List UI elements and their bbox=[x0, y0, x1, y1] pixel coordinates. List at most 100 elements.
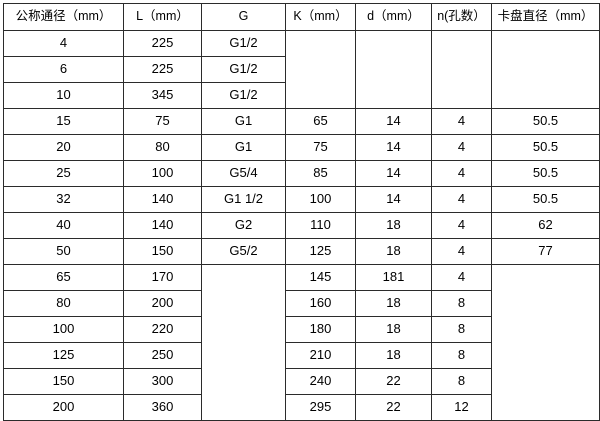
cell-hole-count: 8 bbox=[431, 290, 492, 317]
cell-d: 18 bbox=[355, 212, 432, 239]
cell-k: 240 bbox=[285, 368, 356, 395]
table-header-row: 公称通径（mm） L（mm） G K（mm） d（mm） n(孔数） 卡盘直径（… bbox=[3, 3, 600, 31]
cell-hole-count: 4 bbox=[431, 186, 492, 213]
table-row: 32 140 G1 1/2 100 14 4 50.5 bbox=[3, 186, 600, 213]
cell-length: 300 bbox=[123, 368, 202, 395]
cell-nominal-diameter: 40 bbox=[3, 212, 124, 239]
cell-length: 140 bbox=[123, 186, 202, 213]
cell-length: 75 bbox=[123, 108, 202, 135]
cell-chuck-diameter: 62 bbox=[491, 212, 600, 239]
cell-k: 75 bbox=[285, 134, 356, 161]
cell-length: 140 bbox=[123, 212, 202, 239]
cell-nominal-diameter: 100 bbox=[3, 316, 124, 343]
cell-thread: G1/2 bbox=[201, 56, 286, 83]
cell-thread: G5/4 bbox=[201, 160, 286, 187]
table-row: 65 170 145 181 4 bbox=[3, 264, 600, 421]
cell-thread: G1/2 bbox=[201, 82, 286, 109]
table-row: 15 75 G1 65 14 4 50.5 bbox=[3, 108, 600, 135]
cell-nominal-diameter: 65 bbox=[3, 264, 124, 291]
cell-thread: G1 1/2 bbox=[201, 186, 286, 213]
cell-k: 210 bbox=[285, 342, 356, 369]
cell-d: 181 bbox=[355, 264, 432, 291]
cell-thread: G2 bbox=[201, 212, 286, 239]
cell-length: 200 bbox=[123, 290, 202, 317]
table-row: 4 225 G1/2 bbox=[3, 30, 600, 109]
table-row: 50 150 G5/2 125 18 4 77 bbox=[3, 238, 600, 265]
specification-table-container: 公称通径（mm） L（mm） G K（mm） d（mm） n(孔数） 卡盘直径（… bbox=[0, 3, 600, 421]
cell-nominal-diameter: 200 bbox=[3, 394, 124, 421]
cell-hole-count-empty-block bbox=[431, 30, 492, 109]
cell-length: 360 bbox=[123, 394, 202, 421]
cell-nominal-diameter: 25 bbox=[3, 160, 124, 187]
column-header-nominal-diameter: 公称通径（mm） bbox=[3, 3, 124, 31]
cell-k: 85 bbox=[285, 160, 356, 187]
cell-k: 100 bbox=[285, 186, 356, 213]
cell-nominal-diameter: 10 bbox=[3, 82, 124, 109]
table-row: 10 345 G1/2 bbox=[3, 82, 600, 109]
cell-d: 22 bbox=[355, 368, 432, 395]
cell-thread: G5/2 bbox=[201, 238, 286, 265]
cell-hole-count: 8 bbox=[431, 316, 492, 343]
cell-d: 14 bbox=[355, 186, 432, 213]
cell-d: 18 bbox=[355, 316, 432, 343]
cell-nominal-diameter: 20 bbox=[3, 134, 124, 161]
cell-length: 345 bbox=[123, 82, 202, 109]
cell-d: 22 bbox=[355, 394, 432, 421]
cell-length: 100 bbox=[123, 160, 202, 187]
column-header-d: d（mm） bbox=[355, 3, 432, 31]
cell-chuck-diameter: 50.5 bbox=[491, 134, 600, 161]
cell-nominal-diameter: 4 bbox=[3, 30, 124, 57]
column-header-length: L（mm） bbox=[123, 3, 202, 31]
cell-hole-count: 4 bbox=[431, 108, 492, 135]
column-header-thread: G bbox=[201, 3, 286, 31]
cell-length: 225 bbox=[123, 30, 202, 57]
cell-chuck-diameter: 50.5 bbox=[491, 108, 600, 135]
specification-table: 公称通径（mm） L（mm） G K（mm） d（mm） n(孔数） 卡盘直径（… bbox=[3, 3, 600, 421]
cell-k: 180 bbox=[285, 316, 356, 343]
cell-nominal-diameter: 125 bbox=[3, 342, 124, 369]
column-header-chuck-diameter: 卡盘直径（mm） bbox=[491, 3, 600, 31]
table-row: 100 220 180 18 8 bbox=[3, 316, 600, 343]
cell-nominal-diameter: 6 bbox=[3, 56, 124, 83]
cell-thread-empty-block bbox=[201, 264, 286, 421]
cell-length: 80 bbox=[123, 134, 202, 161]
cell-k-empty-block bbox=[285, 30, 356, 109]
cell-hole-count: 4 bbox=[431, 264, 492, 291]
cell-d: 14 bbox=[355, 160, 432, 187]
cell-k: 145 bbox=[285, 264, 356, 291]
cell-d: 18 bbox=[355, 290, 432, 317]
cell-chuck-diameter-empty-block-top bbox=[491, 30, 600, 109]
cell-k: 110 bbox=[285, 212, 356, 239]
cell-length: 225 bbox=[123, 56, 202, 83]
cell-chuck-diameter: 50.5 bbox=[491, 186, 600, 213]
cell-length: 150 bbox=[123, 238, 202, 265]
cell-thread: G1 bbox=[201, 134, 286, 161]
cell-nominal-diameter: 15 bbox=[3, 108, 124, 135]
cell-d-empty-block bbox=[355, 30, 432, 109]
cell-chuck-diameter: 77 bbox=[491, 238, 600, 265]
cell-hole-count: 4 bbox=[431, 212, 492, 239]
cell-length: 170 bbox=[123, 264, 202, 291]
cell-d: 18 bbox=[355, 342, 432, 369]
cell-hole-count: 12 bbox=[431, 394, 492, 421]
cell-k: 125 bbox=[285, 238, 356, 265]
cell-hole-count: 4 bbox=[431, 134, 492, 161]
cell-k: 65 bbox=[285, 108, 356, 135]
cell-k: 295 bbox=[285, 394, 356, 421]
column-header-k: K（mm） bbox=[285, 3, 356, 31]
table-row: 25 100 G5/4 85 14 4 50.5 bbox=[3, 160, 600, 187]
table-row: 20 80 G1 75 14 4 50.5 bbox=[3, 134, 600, 161]
cell-d: 18 bbox=[355, 238, 432, 265]
cell-nominal-diameter: 50 bbox=[3, 238, 124, 265]
cell-hole-count: 4 bbox=[431, 160, 492, 187]
cell-hole-count: 8 bbox=[431, 342, 492, 369]
cell-thread: G1 bbox=[201, 108, 286, 135]
cell-length: 220 bbox=[123, 316, 202, 343]
cell-hole-count: 4 bbox=[431, 238, 492, 265]
cell-length: 250 bbox=[123, 342, 202, 369]
cell-d: 14 bbox=[355, 108, 432, 135]
cell-chuck-diameter: 50.5 bbox=[491, 160, 600, 187]
cell-nominal-diameter: 80 bbox=[3, 290, 124, 317]
cell-thread: G1/2 bbox=[201, 30, 286, 57]
table-row: 40 140 G2 110 18 4 62 bbox=[3, 212, 600, 239]
